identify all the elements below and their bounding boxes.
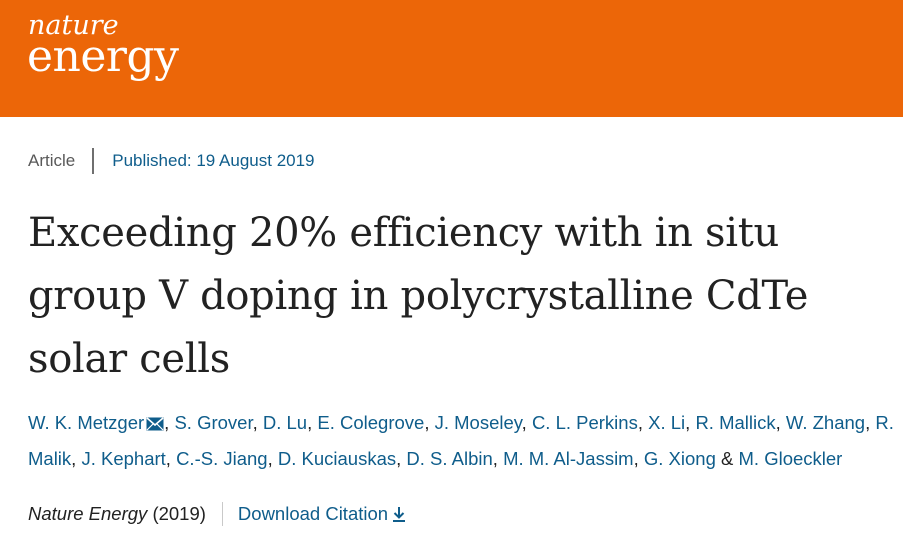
logo-line-nature: nature (28, 10, 119, 41)
author-separator: , (865, 412, 871, 433)
author-link[interactable]: M. M. Al-Jassim (503, 448, 634, 469)
author-link[interactable]: W. K. Metzger (28, 412, 145, 433)
mail-icon[interactable] (146, 407, 164, 431)
author-link[interactable]: R. Mallick (695, 412, 776, 433)
author-link[interactable]: J. Kephart (81, 448, 166, 469)
title-line-2: group V doping in polycrystalline CdTe (28, 273, 809, 319)
nature-energy-logo[interactable]: nature energy (27, 10, 179, 82)
author-link[interactable]: G. Xiong (643, 448, 716, 469)
author-separator: , (633, 448, 639, 469)
journal-name: Nature Energy (28, 503, 148, 524)
author-separator: , (267, 448, 273, 469)
journal-citation: Nature Energy (2019) (28, 503, 206, 525)
author-separator: , (424, 412, 430, 433)
author-link[interactable]: W. Zhang (785, 412, 866, 433)
citation-divider (221, 502, 223, 526)
author-conjunction: & (721, 448, 734, 469)
author-separator: , (685, 412, 691, 433)
meta-divider (92, 148, 95, 174)
site-header: nature energy (0, 0, 903, 117)
author-link[interactable]: X. Li (648, 412, 686, 433)
author-separator: , (775, 412, 781, 433)
logo-line-energy: energy (27, 31, 179, 82)
download-citation-label: Download Citation (237, 503, 389, 524)
download-icon (392, 505, 406, 523)
author-link[interactable]: E. Colegrove (317, 412, 425, 433)
author-separator: , (396, 448, 402, 469)
author-separator: , (521, 412, 527, 433)
download-citation-link[interactable]: Download Citation (238, 503, 406, 525)
article-title: Exceeding 20% efficiency with in situ gr… (28, 202, 888, 391)
author-line-2: Malik, J. Kephart, C.-S. Jiang, D. Kucia… (28, 441, 903, 477)
author-separator: , (164, 412, 170, 433)
author-link[interactable]: C.-S. Jiang (176, 448, 268, 469)
author-link[interactable]: Malik (28, 448, 72, 469)
author-link[interactable]: R. (875, 412, 894, 433)
title-line-1: Exceeding 20% efficiency with in situ (28, 210, 779, 256)
article-type-label: Article (28, 151, 76, 170)
author-separator: , (252, 412, 258, 433)
author-list: W. K. Metzger, S. Grover, D. Lu, E. Cole… (28, 405, 903, 477)
article-meta: Article Published: 19 August 2019 (28, 148, 315, 174)
author-link[interactable]: D. Lu (262, 412, 308, 433)
title-line-3: solar cells (28, 336, 230, 382)
author-link[interactable]: M. Gloeckler (738, 448, 843, 469)
author-separator: , (637, 412, 643, 433)
citation-row: Nature Energy (2019) Download Citation (28, 500, 406, 528)
author-link[interactable]: D. S. Albin (406, 448, 493, 469)
author-separator: , (165, 448, 171, 469)
author-link[interactable]: J. Moseley (434, 412, 522, 433)
author-separator: , (492, 448, 498, 469)
published-date: Published: 19 August 2019 (112, 151, 315, 170)
author-separator: , (307, 412, 313, 433)
author-link[interactable]: C. L. Perkins (531, 412, 638, 433)
author-separator: , (71, 448, 77, 469)
author-link[interactable]: S. Grover (174, 412, 253, 433)
journal-year: (2019) (152, 503, 206, 524)
author-link[interactable]: D. Kuciauskas (277, 448, 397, 469)
author-line-1: W. K. Metzger, S. Grover, D. Lu, E. Cole… (28, 405, 903, 441)
